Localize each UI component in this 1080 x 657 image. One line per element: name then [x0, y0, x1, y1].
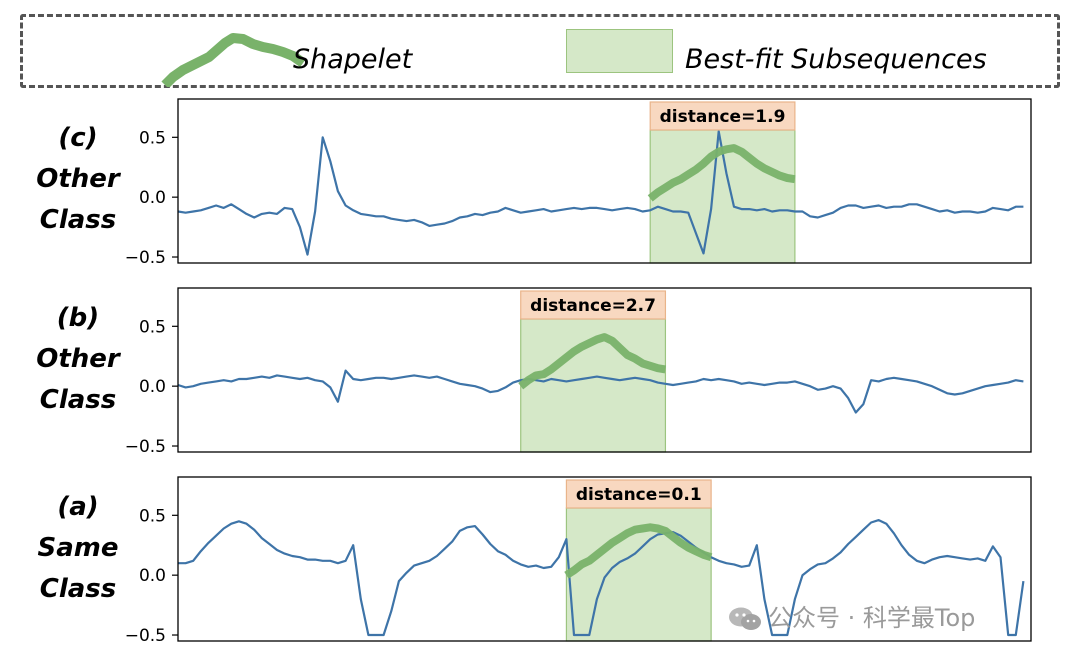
watermark-text: 公众号 · 科学最Top	[768, 604, 976, 632]
panel-b-shapelet-line	[518, 333, 667, 390]
panel-c-distance-label: distance=1.9	[660, 107, 786, 127]
panel-b-label-line1: (b)	[56, 303, 100, 333]
panel-a-distance-label: distance=0.1	[576, 485, 702, 505]
panel-b-distance-badge	[520, 290, 667, 320]
panel-b-distance-label: distance=2.7	[530, 296, 656, 316]
shapelet-legend-swatch	[161, 33, 306, 87]
panel-a-label-line2: Same	[37, 533, 119, 563]
panel-b-ytick-label: 0.0	[139, 377, 166, 397]
panel-c-label: (c) Other Class	[8, 118, 148, 241]
panel-b-ytick-label: 0.5	[139, 317, 166, 337]
watermark: 公众号 · 科学最Top	[728, 598, 975, 633]
panel-c-ytick-label: 0.5	[139, 128, 166, 148]
bestfit-legend-label: Best-fit Subsequences	[685, 44, 987, 75]
panel-a-label-line3: Class	[39, 574, 117, 604]
panel-c-series-line	[177, 130, 1024, 256]
panel-a-shapelet-line	[564, 523, 713, 579]
legend: Shapelet Best-fit Subsequences	[20, 14, 1060, 88]
panel-c-label-line3: Class	[39, 205, 117, 235]
panel-c-axes-frame	[177, 98, 1032, 264]
panel-a-label-line1: (a)	[57, 492, 99, 522]
chart-panel-b: 0.5 0.0 −0.5 distance=2.7	[125, 287, 1032, 455]
panel-c-label-line1: (c)	[58, 123, 98, 153]
panel-a-ytick-label: −0.5	[125, 626, 166, 644]
panel-b-label-line3: Class	[39, 385, 117, 415]
panel-b-axes-frame	[177, 287, 1032, 453]
wechat-icon	[729, 607, 761, 630]
panel-b-series-line	[177, 369, 1024, 414]
panel-b-label-line2: Other	[36, 344, 120, 374]
panel-a-ytick-label: 0.0	[139, 566, 166, 586]
panel-c-ytick-label: 0.0	[139, 188, 166, 208]
shapelet-legend-label: Shapelet	[293, 44, 413, 75]
panel-a-ytick-label: 0.5	[139, 506, 166, 526]
panel-b-ytick-label: −0.5	[125, 437, 166, 455]
chart-panel-a: 0.5 0.0 −0.5 distance=0.1	[125, 476, 1032, 644]
panel-a-label: (a) Same Class	[8, 487, 148, 610]
bestfit-legend-swatch	[566, 29, 673, 73]
panel-a-series-line	[178, 518, 1025, 637]
panel-c-distance-badge	[649, 101, 796, 131]
panel-b-label: (b) Other Class	[8, 298, 148, 421]
chart-panel-c: 0.5 0.0 −0.5 distance=1.9	[125, 98, 1032, 266]
panel-c-ytick-label: −0.5	[125, 248, 166, 266]
panel-c-label-line2: Other	[36, 164, 120, 194]
panel-a-axes-frame	[177, 476, 1032, 642]
panel-a-distance-badge	[565, 479, 712, 509]
panel-c-shapelet-line	[647, 144, 796, 202]
